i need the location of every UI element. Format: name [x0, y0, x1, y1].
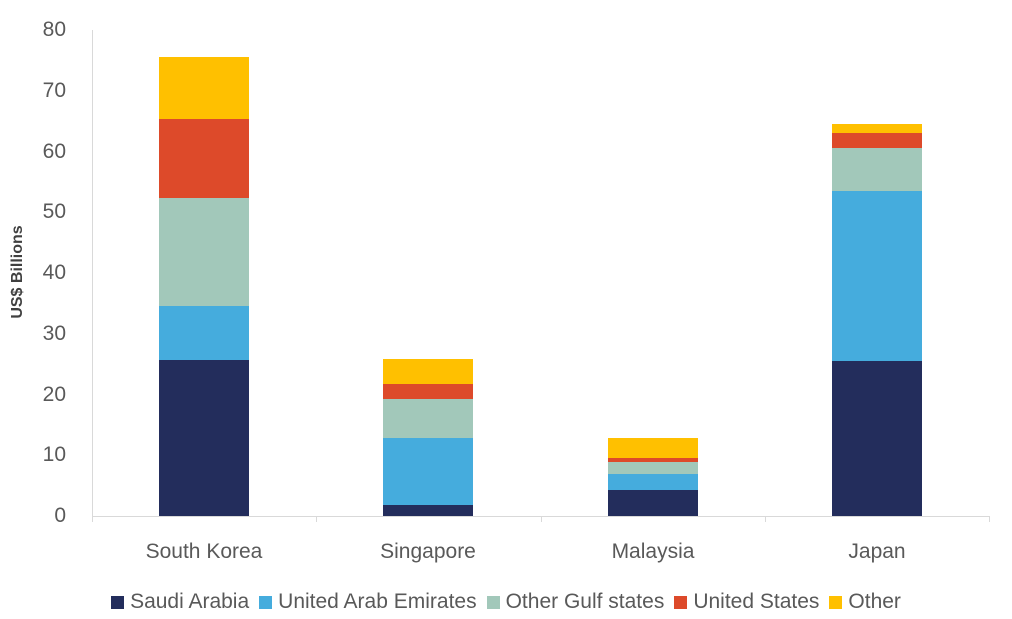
bar-segment-other	[832, 123, 922, 133]
bar-segment-other-gulf-states	[383, 399, 473, 439]
legend-swatch-icon	[111, 595, 125, 609]
legend-swatch-icon	[674, 595, 688, 609]
bar-segment-united-arab-emirates	[608, 474, 698, 490]
x-tick-label: South Korea	[145, 540, 263, 563]
x-tick-label: Japan	[848, 540, 906, 563]
legend-item: Saudi Arabia	[111, 590, 249, 614]
bar-segment-united-states	[159, 119, 249, 198]
y-tick-label: 40	[42, 261, 66, 284]
bar-segment-united-arab-emirates	[159, 305, 249, 360]
legend-item: Other	[829, 590, 901, 614]
y-tick-label: 30	[42, 321, 66, 345]
y-tick-label: 80	[42, 18, 66, 41]
x-tick-label: Singapore	[380, 540, 476, 563]
bar-segment-united-arab-emirates	[832, 190, 922, 362]
legend-item: Other Gulf states	[486, 590, 665, 614]
bar-segment-saudi-arabia	[159, 359, 249, 516]
bar-segment-united-states	[608, 457, 698, 462]
bar-segment-united-arab-emirates	[383, 438, 473, 506]
bar-segment-saudi-arabia	[832, 361, 922, 516]
y-tick-label: 60	[42, 139, 66, 163]
bar-segment-saudi-arabia	[383, 505, 473, 516]
x-tickmark	[92, 516, 93, 522]
legend-label: United States	[693, 590, 820, 613]
bar-segment-other-gulf-states	[832, 147, 922, 191]
x-axis-line	[92, 516, 989, 517]
x-tick-label: Malaysia	[611, 540, 695, 563]
bar-segment-other-gulf-states	[608, 461, 698, 475]
y-axis-line	[92, 30, 93, 516]
bar-segment-united-states	[832, 132, 922, 148]
legend-label: United Arab Emirates	[278, 590, 477, 613]
legend-item: United States	[674, 590, 819, 614]
y-tick-label: 0	[54, 504, 66, 527]
x-tickmark	[765, 516, 766, 522]
legend-label: Saudi Arabia	[130, 590, 250, 613]
x-tickmark	[316, 516, 317, 522]
x-tickmark	[989, 516, 990, 522]
legend: Saudi Arabia United Arab Emirates Other Gu…	[0, 590, 1012, 614]
legend-item: United Arab Emirates	[259, 590, 477, 614]
y-tick-label: 20	[42, 382, 66, 406]
bar-segment-other-gulf-states	[159, 197, 249, 306]
y-tick-label: 70	[42, 78, 66, 102]
legend-label: Other Gulf states	[505, 590, 665, 613]
bar-segment-other	[383, 359, 473, 385]
legend-label: Other	[848, 590, 901, 613]
bar-segment-saudi-arabia	[608, 489, 698, 516]
x-tickmark	[541, 516, 542, 522]
bar-segment-other	[608, 437, 698, 458]
legend-swatch-icon	[486, 595, 500, 609]
y-tick-label: 10	[42, 443, 66, 467]
legend-swatch-icon	[259, 595, 273, 609]
bar-segment-other	[159, 57, 249, 120]
bar-segment-united-states	[383, 384, 473, 400]
y-tick-label: 50	[42, 200, 66, 224]
legend-swatch-icon	[829, 595, 843, 609]
